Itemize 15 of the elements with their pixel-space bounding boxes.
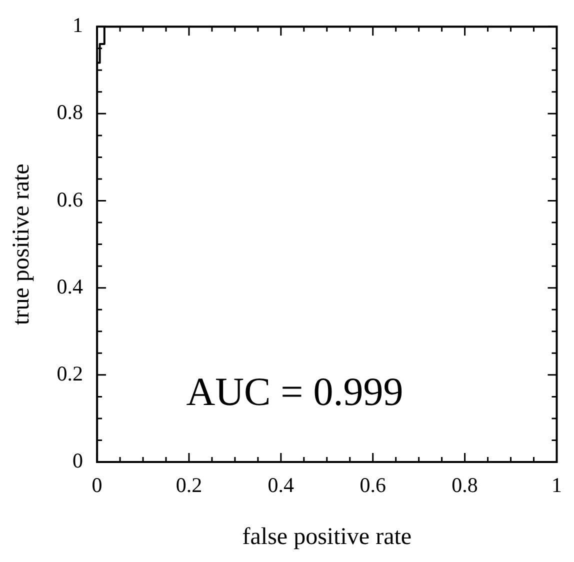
x-tick-label: 0.6 bbox=[360, 473, 386, 498]
x-tick-label: 0.2 bbox=[176, 473, 202, 498]
x-tick-label: 0.8 bbox=[452, 473, 478, 498]
y-tick-label: 0 bbox=[72, 448, 84, 473]
x-tick-label: 1 bbox=[552, 473, 562, 498]
y-tick-label: 1 bbox=[72, 13, 84, 38]
y-tick-label: 0.2 bbox=[56, 361, 84, 386]
y-tick-label: 0.6 bbox=[56, 187, 84, 212]
x-tick-label: 0.4 bbox=[268, 473, 295, 498]
annotation: AUC = 0.999 bbox=[186, 369, 404, 414]
y-axis-title: true positive rate bbox=[8, 164, 35, 325]
y-tick-label: 0.4 bbox=[56, 274, 84, 298]
y-tick-label: 0.8 bbox=[56, 100, 84, 124]
x-axis-title: false positive rate bbox=[242, 524, 412, 550]
x-tick-label: 0 bbox=[92, 473, 102, 498]
